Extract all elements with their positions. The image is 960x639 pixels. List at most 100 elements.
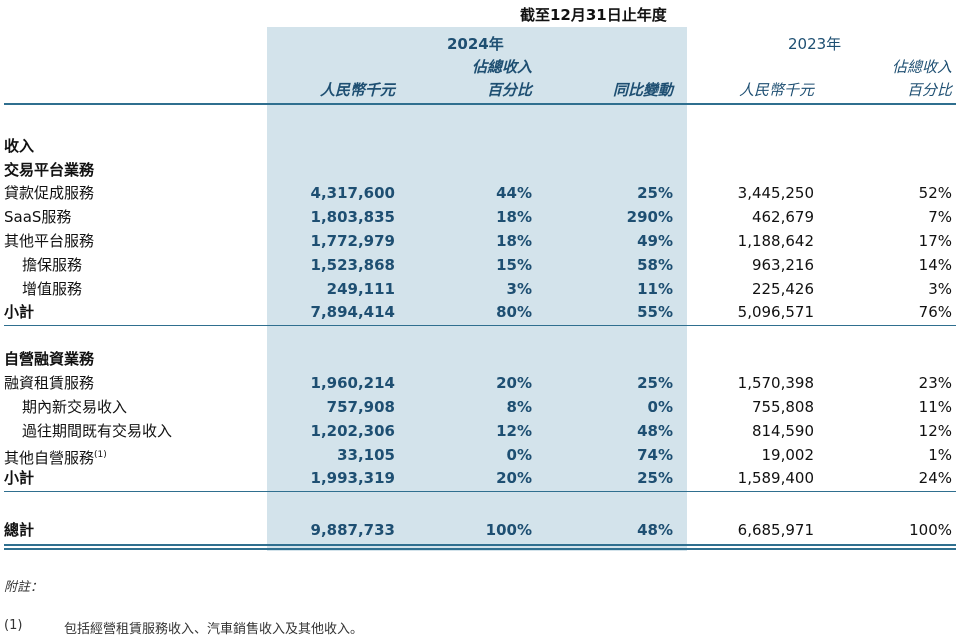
rmb-2024: 1,202,306 [310,422,395,440]
year-2024-heading: 2024年 [447,35,504,53]
pct-2023: 23% [918,374,952,392]
col-header-pct-2023-line2: 百分比 [906,81,952,99]
pct-2023: 7% [928,208,952,226]
table-row: 融資租賃服務 1,960,214 20% 25% 1,570,398 23% [0,371,960,395]
pct-2023: 12% [918,422,952,440]
rmb-2023: 1,188,642 [737,232,814,250]
subtotal-rule [4,491,956,492]
pct-2024: 18% [496,208,532,226]
yoy: 0% [647,398,673,416]
table-row: 擔保服務 1,523,868 15% 58% 963,216 14% [0,253,960,277]
pct-2024: 20% [496,469,532,487]
rmb-2024: 33,105 [337,446,395,464]
pct-2023: 17% [918,232,952,250]
current-year-shade [267,27,687,551]
section-label: 收入 [4,137,35,155]
rmb-2024: 1,803,835 [310,208,395,226]
pct-2023: 24% [918,469,952,487]
total-rule-top [4,544,956,546]
pct-2023: 3% [928,280,952,298]
rmb-2024: 757,908 [326,398,395,416]
yoy: 48% [637,422,673,440]
yoy: 58% [637,256,673,274]
rmb-2024: 7,894,414 [310,303,395,321]
yoy: 49% [637,232,673,250]
rmb-2024: 1,960,214 [310,374,395,392]
header-rule [4,103,956,105]
section-platform: 交易平台業務 [0,158,960,182]
table-row: 增值服務 249,111 3% 11% 225,426 3% [0,277,960,301]
table-row: 貸款促成服務 4,317,600 44% 25% 3,445,250 52% [0,181,960,205]
pct-2024: 12% [496,422,532,440]
total-row: 總計 9,887,733 100% 48% 6,685,971 100% [0,518,960,542]
yoy: 25% [637,469,673,487]
pct-2023: 100% [909,521,952,539]
subtotal-row: 小計 7,894,414 80% 55% 5,096,571 76% [0,300,960,324]
row-label: 增值服務 [22,280,83,298]
yoy: 25% [637,184,673,202]
yoy: 11% [637,280,673,298]
pct-2023: 52% [918,184,952,202]
rmb-2023: 19,002 [761,446,815,464]
row-label: 擔保服務 [22,256,83,274]
subtotal-rule [4,325,956,326]
section-label: 交易平台業務 [4,161,95,179]
rmb-2023: 1,589,400 [737,469,814,487]
rmb-2023: 814,590 [751,422,814,440]
yoy: 25% [637,374,673,392]
rmb-2023: 6,685,971 [737,521,814,539]
rmb-2024: 9,887,733 [310,521,395,539]
total-rule-bottom [4,548,956,550]
yoy: 55% [637,303,673,321]
col-header-rmb-2024: 人民幣千元 [319,81,395,99]
subtotal-row: 小計 1,993,319 20% 25% 1,589,400 24% [0,466,960,490]
section-revenue: 收入 [0,134,960,158]
col-header-yoy: 同比變動 [612,81,673,99]
pct-2024: 100% [485,521,532,539]
col-header-pct-2024-line1: 佔總收入 [471,58,532,76]
pct-2024: 15% [496,256,532,274]
pct-2024: 0% [506,446,532,464]
yoy: 74% [637,446,673,464]
row-label: 融資租賃服務 [4,374,95,392]
col-header-pct-2023-line1: 佔總收入 [891,58,952,76]
pct-2023: 1% [928,446,952,464]
pct-2024: 80% [496,303,532,321]
period-title: 截至12月31日止年度 [520,6,667,24]
footnote-title: 附註： [4,580,44,595]
row-label: SaaS服務 [4,208,72,226]
section-self-operated: 自營融資業務 [0,347,960,371]
rmb-2024: 1,772,979 [310,232,395,250]
row-label: 貸款促成服務 [4,184,95,202]
rmb-2023: 462,679 [751,208,814,226]
pct-2023: 14% [918,256,952,274]
yoy: 290% [626,208,673,226]
row-label: 過往期間既有交易收入 [22,422,173,440]
rmb-2024: 1,993,319 [310,469,395,487]
rmb-2023: 755,808 [751,398,814,416]
yoy: 48% [637,521,673,539]
pct-2024: 8% [506,398,532,416]
section-label: 自營融資業務 [4,350,95,368]
row-label-text: 其他自營服務 [4,449,95,467]
row-label: 其他平台服務 [4,232,95,250]
row-label: 總計 [4,521,35,539]
rmb-2023: 1,570,398 [737,374,814,392]
rmb-2023: 963,216 [751,256,814,274]
row-label: 其他自營服務(1) [4,443,107,470]
pct-2024: 20% [496,374,532,392]
pct-2024: 3% [506,280,532,298]
table-row: 期內新交易收入 757,908 8% 0% 755,808 11% [0,395,960,419]
pct-2023: 11% [918,398,952,416]
table-row: 過往期間既有交易收入 1,202,306 12% 48% 814,590 12% [0,419,960,443]
pct-2024: 44% [496,184,532,202]
footnote-text: 包括經營租賃服務收入、汽車銷售收入及其他收入。 [64,622,364,637]
rmb-2024: 4,317,600 [310,184,395,202]
footnote-ref: (1) [94,450,107,460]
row-label: 小計 [4,469,35,487]
table-row: SaaS服務 1,803,835 18% 290% 462,679 7% [0,205,960,229]
rmb-2023: 5,096,571 [737,303,814,321]
pct-2024: 18% [496,232,532,250]
footnote-mark: (1) [4,618,23,633]
